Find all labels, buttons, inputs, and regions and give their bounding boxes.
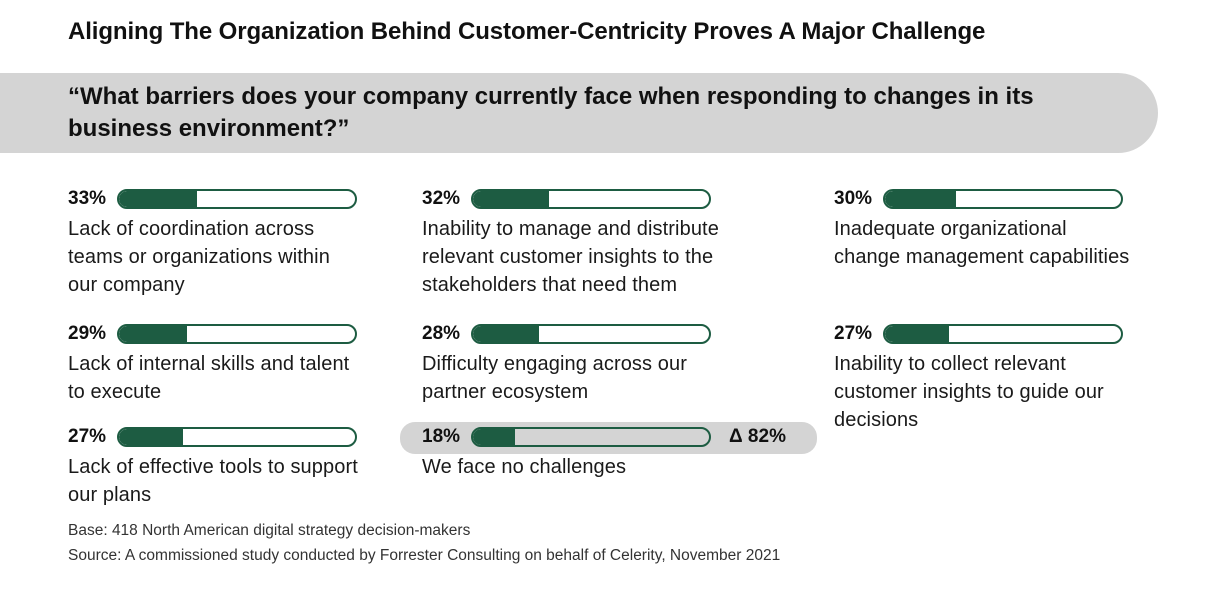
bar-fill bbox=[119, 191, 197, 207]
percent-label: 27% bbox=[68, 426, 107, 447]
bar-row: 28% bbox=[422, 323, 722, 345]
percent-label: 32% bbox=[422, 188, 461, 209]
percent-label: 18% bbox=[422, 426, 461, 447]
percent-label: 33% bbox=[68, 188, 107, 209]
bar-track bbox=[117, 189, 357, 209]
bar-row: 30% bbox=[834, 188, 1134, 210]
bar-track bbox=[883, 324, 1123, 344]
bar-row: 27% bbox=[834, 323, 1134, 345]
bar-track bbox=[471, 427, 711, 447]
percent-label: 27% bbox=[834, 323, 873, 344]
bar-fill bbox=[119, 326, 188, 342]
category-label: Lack of effective tools to support our p… bbox=[68, 456, 358, 506]
bar-fill bbox=[119, 429, 183, 445]
question-band bbox=[0, 73, 1158, 153]
category-label: Inadequate organizational change managem… bbox=[834, 218, 1130, 268]
percent-label: 29% bbox=[68, 323, 107, 344]
barrier-item: 27% Inability to collect relevant custome… bbox=[834, 323, 1134, 434]
delta-annotation: Δ 82% bbox=[729, 426, 786, 447]
bar-fill bbox=[473, 326, 540, 342]
bar-fill bbox=[473, 429, 516, 445]
bar-track bbox=[117, 324, 357, 344]
bar-row: 32% bbox=[422, 188, 722, 210]
barrier-item: 27% Lack of effective tools to support ou… bbox=[68, 426, 358, 509]
bar-track bbox=[883, 189, 1123, 209]
barrier-item: 33% Lack of coordination across teams or … bbox=[68, 188, 358, 299]
bar-row: 18% Δ 82% bbox=[422, 426, 786, 448]
bar-row: 29% bbox=[68, 323, 358, 345]
category-label: Lack of internal skills and talent to ex… bbox=[68, 353, 350, 403]
percent-label: 30% bbox=[834, 188, 873, 209]
category-label: Difficulty engaging across our partner e… bbox=[422, 353, 687, 403]
source-note: Source: A commissioned study conducted b… bbox=[68, 547, 781, 564]
bar-row: 27% bbox=[68, 426, 358, 448]
category-label: We face no challenges bbox=[422, 456, 627, 478]
category-label: Inability to manage and distribute relev… bbox=[422, 218, 719, 296]
bar-row: 33% bbox=[68, 188, 358, 210]
bar-track bbox=[471, 324, 711, 344]
barrier-item: 29% Lack of internal skills and talent to… bbox=[68, 323, 358, 406]
barrier-item: 18% Δ 82% We face no challenges bbox=[422, 426, 786, 481]
bar-fill bbox=[885, 191, 956, 207]
chart-title: Aligning The Organization Behind Custome… bbox=[68, 18, 986, 45]
percent-label: 28% bbox=[422, 323, 461, 344]
category-label: Lack of coordination across teams or org… bbox=[68, 218, 330, 296]
base-note: Base: 418 North American digital strateg… bbox=[68, 522, 471, 539]
bar-track bbox=[471, 189, 711, 209]
bar-fill bbox=[885, 326, 949, 342]
category-label: Inability to collect relevant customer i… bbox=[834, 353, 1104, 431]
survey-question: “What barriers does your company current… bbox=[68, 83, 1034, 142]
bar-fill bbox=[473, 191, 549, 207]
barrier-item: 32% Inability to manage and distribute re… bbox=[422, 188, 722, 299]
barrier-item: 28% Difficulty engaging across our partne… bbox=[422, 323, 722, 406]
barrier-item: 30% Inadequate organizational change mana… bbox=[834, 188, 1134, 271]
bar-track bbox=[117, 427, 357, 447]
